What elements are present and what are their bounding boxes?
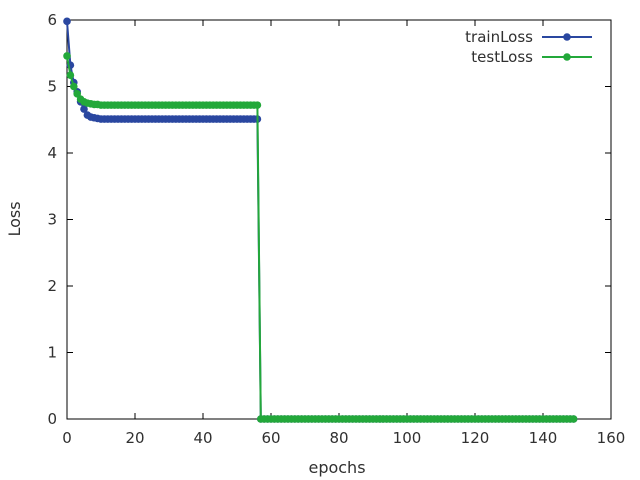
x-tick-label: 80 [329,429,348,447]
y-tick-label: 1 [47,344,57,362]
series-layer [63,17,578,423]
y-tick-label: 0 [47,410,57,428]
x-tick-label: 0 [62,429,72,447]
x-tick-label: 120 [461,429,490,447]
axes: 0 20 40 60 80 100 120 140 160 0 1 2 3 4 5 6 [47,11,625,447]
x-tick-label: 140 [529,429,558,447]
data-point-trainLoss [63,17,71,26]
data-point-testLoss [66,71,75,79]
legend: trainLoss testLoss [465,28,592,66]
x-tick-label: 100 [393,429,422,447]
y-tick-label: 3 [47,211,57,229]
x-tick-label: 20 [125,429,144,447]
legend-swatch-marker [563,53,571,61]
data-point-testLoss [253,101,262,109]
series-line-testLoss [66,55,574,420]
data-point-testLoss [63,52,71,60]
x-tick-label: 160 [597,429,626,447]
legend-label: trainLoss [465,28,533,46]
y-tick-label: 5 [47,78,57,96]
plot-frame [66,19,612,420]
series-line-trainLoss [66,21,574,420]
legend-label: testLoss [471,48,533,66]
data-point-testLoss [569,415,578,423]
series-testLoss [63,52,578,423]
x-tick-label: 40 [193,429,212,447]
y-tick-label: 6 [47,11,57,29]
y-axis-label: Loss [5,201,24,236]
series-trainLoss [63,17,578,423]
x-tick-label: 60 [261,429,280,447]
y-tick-label: 4 [47,144,57,162]
data-point-trainLoss [80,105,88,113]
y-tick-label: 2 [47,277,57,295]
data-point-testLoss [70,82,78,91]
legend-swatch-marker [563,33,571,41]
x-axis-label: epochs [308,458,365,477]
legend-item-testLoss: testLoss [471,48,592,66]
legend-item-trainLoss: trainLoss [465,28,592,46]
